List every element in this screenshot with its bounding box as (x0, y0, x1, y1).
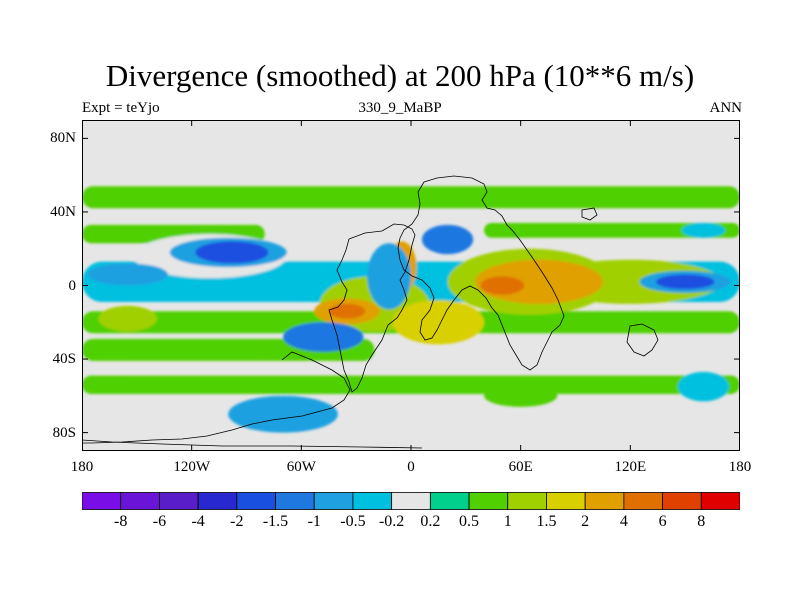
colorbar-swatch (275, 492, 315, 510)
field-blob (681, 222, 726, 238)
map-frame (82, 120, 740, 451)
colorbar-swatches (82, 492, 740, 510)
field-blob (655, 274, 715, 290)
coastline-segment (397, 175, 565, 371)
colorbar-label: -0.2 (378, 513, 405, 530)
colorbar-label: 4 (619, 513, 628, 530)
colorbar-swatch (584, 492, 625, 510)
case-label: 330_9_MaBP (358, 100, 442, 116)
lat-tick-label: 40S (52, 351, 76, 368)
colorbar (82, 492, 740, 510)
lat-tick-label: 80S (52, 424, 76, 441)
colorbar-label: -1 (307, 513, 321, 530)
field-blob (421, 224, 474, 255)
lon-tick-label: 180 (728, 459, 752, 475)
colorbar-swatch (82, 492, 122, 510)
colorbar-swatch (352, 492, 393, 510)
lon-tick-label: 120W (173, 459, 210, 475)
colorbar-label: -8 (114, 513, 128, 530)
coastline (82, 175, 659, 449)
field-contours (82, 186, 740, 433)
colorbar-swatch (700, 492, 740, 510)
coastline-segment (581, 207, 598, 221)
colorbar-swatch (197, 492, 238, 510)
lat-tick-label: 80N (50, 130, 76, 147)
colorbar-label: 6 (658, 513, 667, 530)
colorbar-swatch (120, 492, 160, 510)
lat-tick-label: 0 (68, 277, 77, 294)
field-blob (367, 243, 412, 310)
plot-title: Divergence (smoothed) at 200 hPa (10**6 … (105, 58, 695, 93)
coastline-segment (82, 351, 351, 444)
colorbar-label: 0.2 (420, 513, 441, 530)
colorbar-label: 0.5 (459, 513, 480, 530)
colorbar-swatch (313, 492, 354, 510)
field-blob (328, 303, 366, 319)
map-panel (82, 120, 740, 451)
field-band (82, 186, 740, 209)
lon-tick-label: 120E (614, 459, 647, 475)
colorbar-swatch (468, 492, 509, 510)
colorbar-label: -2 (230, 513, 244, 530)
colorbar-swatch (662, 492, 702, 510)
field-blob (677, 371, 730, 402)
colorbar-swatch (507, 492, 547, 510)
colorbar-swatch (623, 492, 663, 510)
colorbar-swatch (546, 492, 586, 510)
colorbar-label: 8 (697, 513, 706, 530)
colorbar-swatch (429, 492, 470, 510)
colorbar-swatch (391, 492, 431, 510)
divergence-map (82, 120, 740, 451)
colorbar-label: 1 (503, 513, 512, 530)
field-blob (228, 395, 338, 433)
coastline-segment (82, 439, 423, 449)
colorbar-swatch (236, 492, 276, 510)
coastline-segment (328, 223, 416, 393)
colorbar-label: -1.5 (262, 513, 289, 530)
field-blob (87, 263, 168, 286)
field-band (82, 375, 740, 394)
colorbar-label: -4 (191, 513, 205, 530)
field-blob (98, 305, 157, 332)
lon-tick-label: 180 (70, 459, 94, 475)
experiment-label: Expt = teYjo (82, 100, 160, 116)
field-blob (480, 276, 525, 295)
coastline-segment (626, 323, 659, 357)
colorbar-label: -6 (152, 513, 167, 530)
colorbar-label: 1.5 (536, 513, 557, 530)
field-blob (484, 384, 558, 407)
colorbar-swatch (159, 492, 199, 510)
colorbar-label: -0.5 (340, 513, 366, 530)
lon-tick-label: 60E (508, 459, 533, 475)
field-blob (283, 322, 364, 352)
field-band (484, 222, 740, 238)
field-blob (195, 241, 269, 264)
colorbar-label: 2 (581, 513, 590, 530)
lon-tick-label: 0 (407, 459, 415, 475)
season-label: ANN (709, 100, 743, 116)
lat-tick-label: 40N (50, 203, 76, 220)
lon-tick-label: 60W (286, 459, 316, 475)
field-blob (392, 300, 485, 345)
